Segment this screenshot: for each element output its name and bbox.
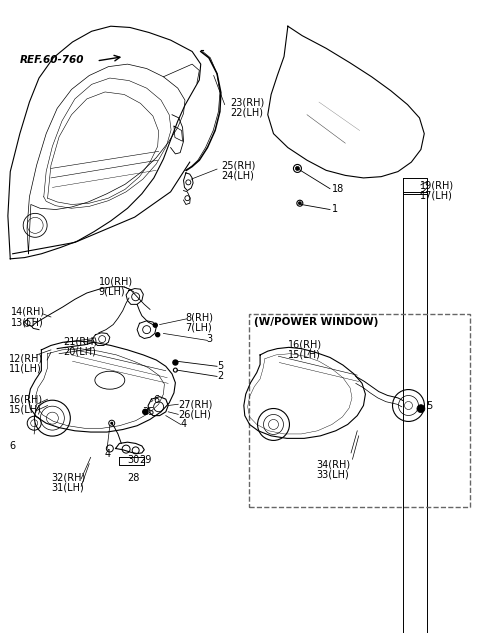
Circle shape: [143, 410, 148, 414]
Text: 16(RH): 16(RH): [9, 394, 43, 404]
Text: 22(LH): 22(LH): [230, 107, 264, 117]
Circle shape: [299, 202, 301, 205]
Text: 8(RH): 8(RH): [185, 313, 213, 323]
Text: 26(LH): 26(LH): [178, 410, 211, 419]
Circle shape: [156, 333, 160, 337]
Text: 17(LH): 17(LH): [420, 191, 453, 200]
Text: 34(RH): 34(RH): [317, 459, 351, 469]
Text: 13(LH): 13(LH): [11, 317, 44, 327]
Text: 6: 6: [153, 396, 159, 406]
Bar: [403, 192, 427, 634]
Text: 15(LH): 15(LH): [288, 350, 321, 360]
Text: REF.60-760: REF.60-760: [20, 55, 84, 65]
Text: 35: 35: [143, 407, 155, 417]
Text: 20(LH): 20(LH): [63, 346, 96, 356]
Text: 6: 6: [9, 441, 15, 451]
Circle shape: [173, 360, 178, 365]
Text: 32(RH): 32(RH): [51, 472, 85, 482]
Text: 33(LH): 33(LH): [317, 469, 349, 479]
Text: (W/POWER WINDOW): (W/POWER WINDOW): [254, 317, 379, 327]
Text: 7(LH): 7(LH): [185, 323, 212, 333]
Text: 4: 4: [180, 420, 186, 429]
Text: 23(RH): 23(RH): [230, 97, 264, 107]
Text: 31(LH): 31(LH): [51, 482, 84, 493]
Text: 11(LH): 11(LH): [9, 364, 42, 374]
Text: 5: 5: [426, 401, 432, 410]
Text: 27(RH): 27(RH): [178, 399, 212, 409]
Circle shape: [110, 422, 113, 425]
Text: 30: 30: [128, 455, 140, 465]
Circle shape: [295, 167, 300, 171]
Text: 15(LH): 15(LH): [9, 404, 42, 414]
Text: 1: 1: [332, 204, 338, 214]
Text: 14(RH): 14(RH): [11, 307, 45, 317]
Text: 12(RH): 12(RH): [9, 354, 44, 364]
Text: 3: 3: [206, 334, 213, 344]
Text: 21(RH): 21(RH): [63, 336, 97, 346]
Text: 2: 2: [217, 372, 223, 382]
Circle shape: [417, 404, 425, 413]
Text: 10(RH): 10(RH): [99, 276, 133, 287]
Text: 25(RH): 25(RH): [221, 160, 255, 171]
Text: 24(LH): 24(LH): [221, 171, 254, 181]
Text: 9(LH): 9(LH): [99, 287, 125, 297]
Text: 19(RH): 19(RH): [420, 181, 454, 190]
Circle shape: [153, 323, 157, 327]
Text: 29: 29: [140, 455, 152, 465]
Text: 4: 4: [104, 448, 110, 458]
Text: 18: 18: [332, 184, 344, 193]
Text: 5: 5: [217, 361, 223, 372]
Text: 16(RH): 16(RH): [288, 340, 322, 350]
Text: 28: 28: [128, 472, 140, 482]
